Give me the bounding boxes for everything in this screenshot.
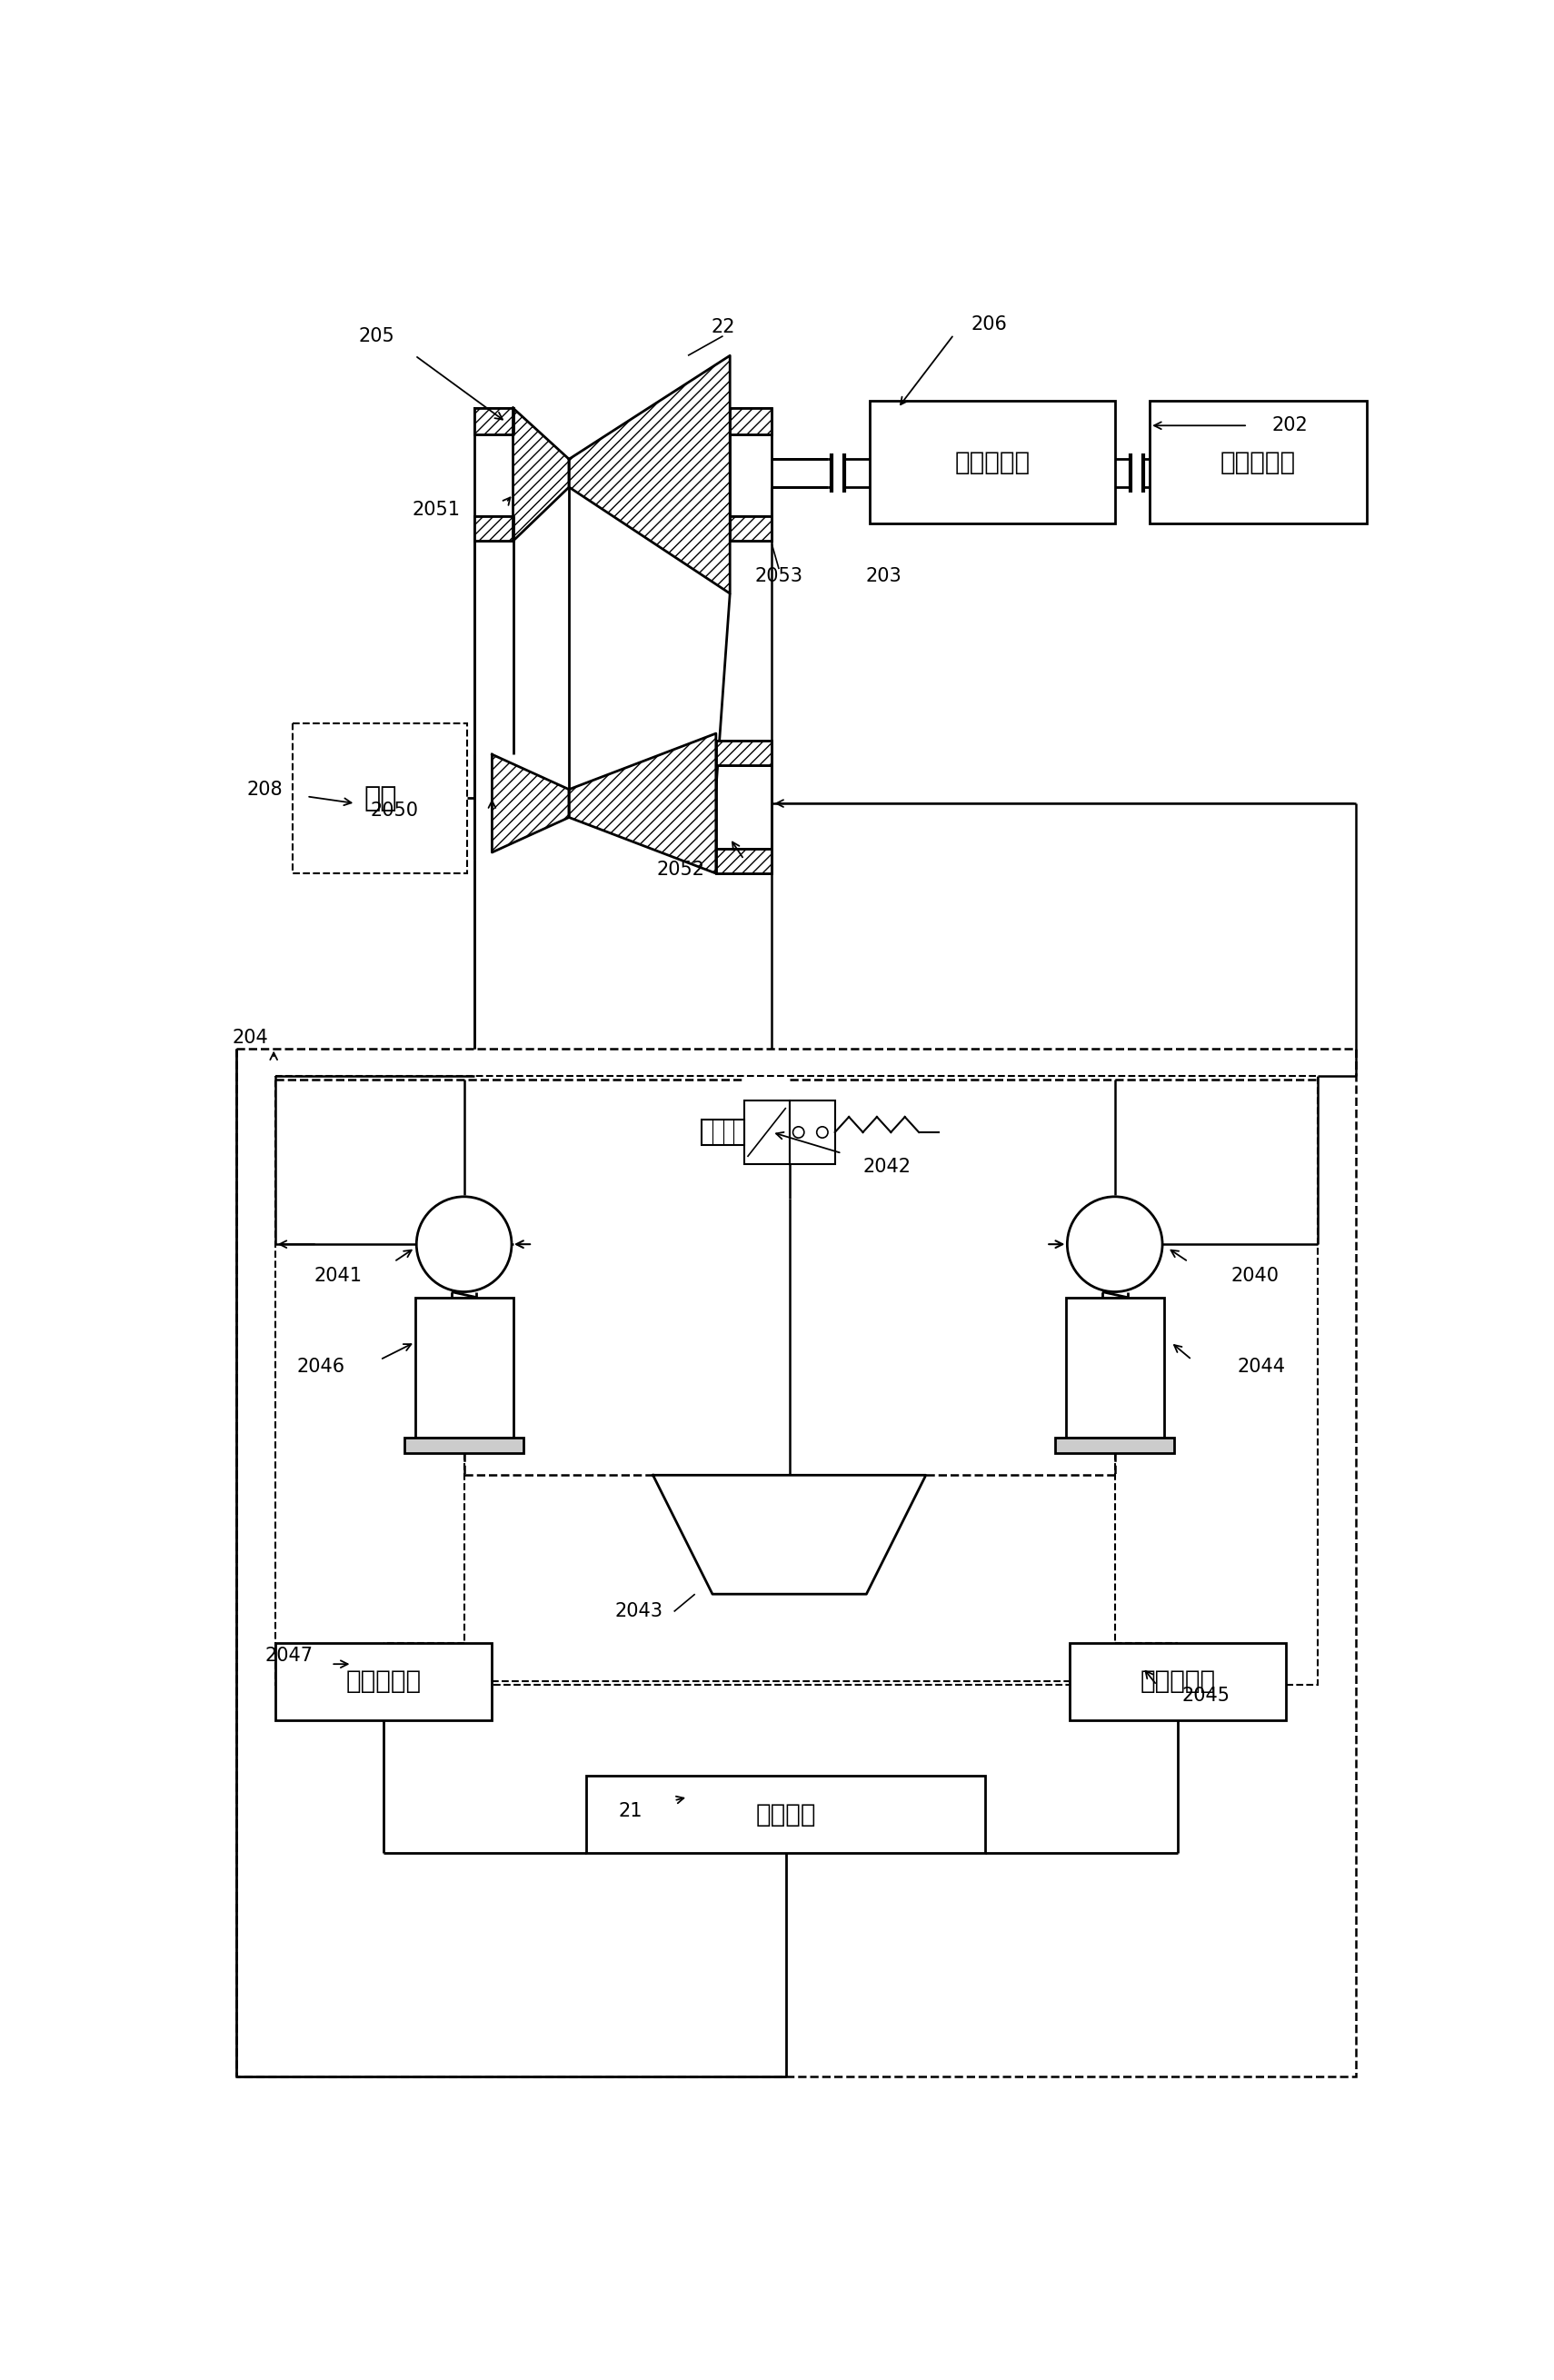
Polygon shape <box>653 1476 926 1595</box>
Text: 第二动力源: 第二动力源 <box>954 450 1030 476</box>
Bar <box>1150 402 1366 524</box>
Text: 206: 206 <box>971 314 1007 333</box>
Text: 22: 22 <box>710 319 735 336</box>
Polygon shape <box>569 355 730 593</box>
Polygon shape <box>730 407 772 436</box>
Bar <box>730 407 772 436</box>
Bar <box>474 436 513 516</box>
Polygon shape <box>730 516 772 540</box>
Bar <box>716 764 772 850</box>
Text: 车轮: 车轮 <box>364 785 396 812</box>
Text: 第一动力源: 第一动力源 <box>1220 450 1296 476</box>
Text: 2040: 2040 <box>1231 1266 1279 1285</box>
Text: 202: 202 <box>1271 416 1308 436</box>
Text: 203: 203 <box>866 566 901 585</box>
Circle shape <box>817 1126 828 1138</box>
Bar <box>1069 1642 1287 1721</box>
Bar <box>716 850 772 873</box>
Circle shape <box>1068 1197 1162 1292</box>
Text: 2046: 2046 <box>297 1357 345 1376</box>
Text: 2050: 2050 <box>370 802 418 819</box>
Bar <box>1055 1438 1175 1452</box>
Bar <box>702 1119 744 1145</box>
Text: 2051: 2051 <box>412 500 460 519</box>
Polygon shape <box>569 733 716 873</box>
Bar <box>1066 1297 1164 1438</box>
Text: 2044: 2044 <box>1237 1357 1285 1376</box>
Text: 2042: 2042 <box>864 1159 912 1176</box>
Bar <box>474 407 513 436</box>
Text: 马达控制器: 马达控制器 <box>347 1668 421 1695</box>
Text: 2045: 2045 <box>1181 1687 1229 1704</box>
Bar <box>730 436 772 516</box>
Bar <box>474 516 513 540</box>
Bar <box>292 724 468 873</box>
Text: 21: 21 <box>618 1802 643 1821</box>
Polygon shape <box>474 516 513 540</box>
Text: 2047: 2047 <box>266 1647 314 1664</box>
Text: 2053: 2053 <box>755 566 803 585</box>
Bar <box>789 1102 834 1164</box>
Text: 205: 205 <box>359 328 395 345</box>
Bar <box>716 740 772 764</box>
Text: 马达控制器: 马达控制器 <box>1141 1668 1215 1695</box>
Polygon shape <box>716 740 772 764</box>
Text: 2041: 2041 <box>314 1266 362 1285</box>
Polygon shape <box>493 754 569 852</box>
Text: 2052: 2052 <box>657 862 706 878</box>
Bar <box>870 402 1114 524</box>
Bar <box>586 1775 985 1854</box>
Bar <box>275 1076 1318 1685</box>
Bar <box>730 516 772 540</box>
Text: 204: 204 <box>233 1028 269 1047</box>
Bar <box>415 1297 513 1438</box>
Text: 2043: 2043 <box>615 1602 664 1621</box>
Polygon shape <box>474 407 513 436</box>
Circle shape <box>793 1126 803 1138</box>
Polygon shape <box>513 407 569 540</box>
Bar <box>404 1438 524 1452</box>
Text: 控制单元: 控制单元 <box>755 1802 816 1828</box>
Bar <box>236 1047 1357 2078</box>
Bar <box>275 1642 493 1721</box>
Circle shape <box>416 1197 511 1292</box>
Bar <box>744 1102 789 1164</box>
Text: 208: 208 <box>247 781 283 800</box>
Polygon shape <box>716 850 772 873</box>
